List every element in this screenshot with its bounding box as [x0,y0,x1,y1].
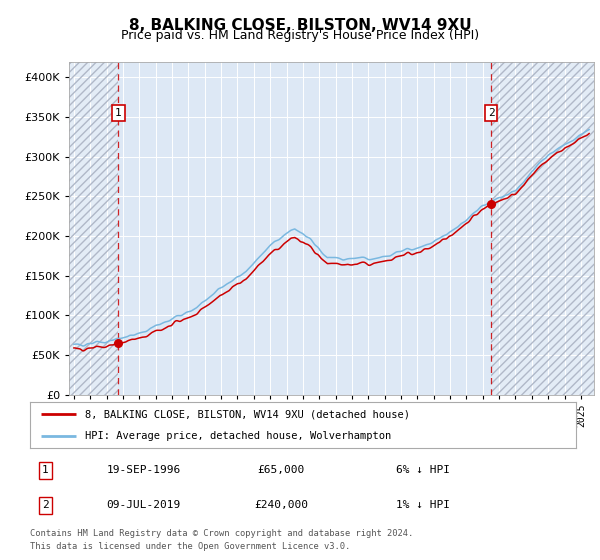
Text: Contains HM Land Registry data © Crown copyright and database right 2024.: Contains HM Land Registry data © Crown c… [30,529,413,538]
Text: 1: 1 [115,108,122,118]
Text: Price paid vs. HM Land Registry's House Price Index (HPI): Price paid vs. HM Land Registry's House … [121,29,479,42]
Text: 8, BALKING CLOSE, BILSTON, WV14 9XU (detached house): 8, BALKING CLOSE, BILSTON, WV14 9XU (det… [85,409,410,419]
Text: £240,000: £240,000 [254,501,308,510]
Text: £65,000: £65,000 [257,465,305,475]
Text: 2: 2 [42,501,49,510]
Text: This data is licensed under the Open Government Licence v3.0.: This data is licensed under the Open Gov… [30,542,350,551]
Text: HPI: Average price, detached house, Wolverhampton: HPI: Average price, detached house, Wolv… [85,431,391,441]
Text: 1: 1 [42,465,49,475]
Text: 1% ↓ HPI: 1% ↓ HPI [396,501,450,510]
Text: 8, BALKING CLOSE, BILSTON, WV14 9XU: 8, BALKING CLOSE, BILSTON, WV14 9XU [128,18,472,33]
Text: 6% ↓ HPI: 6% ↓ HPI [396,465,450,475]
Text: 19-SEP-1996: 19-SEP-1996 [106,465,181,475]
Text: 2: 2 [488,108,494,118]
Text: 09-JUL-2019: 09-JUL-2019 [106,501,181,510]
